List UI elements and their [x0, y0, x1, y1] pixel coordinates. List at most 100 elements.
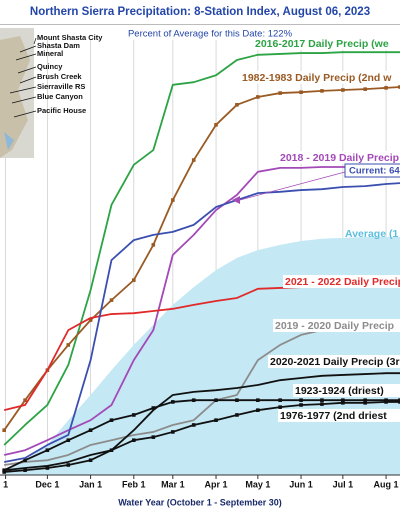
- label-bg: [273, 319, 400, 332]
- marker: [278, 91, 282, 95]
- marker: [398, 85, 400, 89]
- marker: [320, 398, 324, 402]
- marker: [109, 298, 114, 302]
- marker: [320, 402, 324, 406]
- marker: [171, 400, 175, 404]
- station-pointer: [33, 37, 37, 45]
- x-tick-label: Feb 1: [122, 479, 146, 489]
- marker: [256, 408, 260, 412]
- line: [3, 399, 400, 472]
- annotation-leader: [239, 171, 346, 201]
- divider: [0, 24, 400, 25]
- station-label: Quincy: [37, 62, 63, 71]
- marker: [151, 243, 156, 247]
- station-label: Blue Canyon: [37, 92, 83, 101]
- marker: [109, 418, 114, 422]
- marker: [45, 466, 50, 470]
- legend-label: 2016-2017 Daily Precip (we: [255, 38, 389, 50]
- marker: [66, 343, 71, 347]
- marker: [256, 398, 260, 402]
- line: [4, 401, 400, 473]
- plot: Average (1 2016-2017 Daily Precip (we 1982…: [2, 37, 400, 475]
- x-tick-label: Dec 1: [35, 479, 59, 489]
- chart-title: Northern Sierra Precipitation: 8-Station…: [30, 6, 370, 18]
- station-label: Mount Shasta City: [37, 33, 103, 42]
- marker: [131, 413, 136, 417]
- legend-label: Average (1: [345, 228, 398, 240]
- marker: [363, 398, 367, 402]
- marker: [171, 198, 175, 202]
- legend-label: 2021 - 2022 Daily Precip: [285, 276, 400, 288]
- line: [4, 182, 400, 463]
- label-bg: [278, 151, 400, 164]
- marker: [256, 95, 260, 99]
- x-tick-label: Mar 1: [161, 479, 185, 489]
- marker: [341, 88, 345, 92]
- line: [3, 86, 400, 431]
- x-tick-label: Aug 1: [374, 479, 399, 489]
- x-tick-label: Apr 1: [205, 479, 228, 489]
- marker: [2, 428, 6, 432]
- marker: [23, 458, 27, 463]
- marker: [384, 86, 388, 90]
- marker: [45, 448, 50, 453]
- station-pointer: [15, 53, 37, 61]
- marker: [214, 398, 218, 402]
- station-pointer: [9, 86, 37, 94]
- station-label: Shasta Dam: [37, 41, 80, 50]
- x-tick-label: May 1: [245, 479, 270, 489]
- marker: [151, 435, 156, 439]
- marker: [214, 123, 218, 127]
- label-bg: [253, 37, 400, 50]
- line: [3, 51, 400, 446]
- legend-label: 2019 - 2020 Daily Precip: [275, 320, 394, 332]
- marker: [299, 398, 303, 402]
- x-tick-label: Jul 1: [333, 479, 354, 489]
- legend-label: 1976-1977 (2nd driest: [280, 410, 387, 422]
- station-label: Brush Creek: [37, 72, 82, 81]
- marker: [278, 398, 282, 402]
- marker: [191, 158, 196, 162]
- label-bg: [283, 275, 400, 288]
- label-bg: [278, 409, 400, 422]
- annotation-box: [344, 163, 400, 178]
- marker: [88, 428, 93, 432]
- x-tick-label: Jun 1: [289, 479, 313, 489]
- marker: [235, 103, 239, 107]
- marker: [191, 398, 196, 402]
- marker: [109, 448, 114, 453]
- marker: [341, 398, 345, 402]
- marker: [131, 278, 136, 282]
- marker: [299, 90, 303, 94]
- marker: [235, 413, 239, 417]
- marker: [398, 400, 400, 404]
- station-label: Pacific House: [37, 106, 86, 115]
- x-axis-title: Water Year (October 1 - September 30): [118, 497, 282, 507]
- marker: [191, 423, 196, 427]
- marker: [171, 430, 175, 434]
- legend-label: 1982-1983 Daily Precip (2nd w: [242, 72, 392, 84]
- annotation: Current: 64: [349, 166, 400, 177]
- station-pointer: [19, 76, 37, 84]
- marker: [23, 398, 27, 402]
- marker: [131, 438, 136, 442]
- annotation-arrow: [232, 196, 240, 204]
- station-pointer: [17, 66, 37, 74]
- marker: [88, 318, 93, 322]
- marker: [278, 405, 282, 409]
- label-bg: [240, 71, 400, 84]
- marker: [66, 463, 71, 467]
- station-pointer: [19, 45, 37, 53]
- station-pointer: [13, 110, 37, 118]
- label-bg: [268, 355, 400, 368]
- marker: [214, 418, 218, 422]
- marker: [66, 438, 71, 442]
- marker: [299, 403, 303, 407]
- marker: [341, 400, 345, 405]
- marker: [2, 470, 6, 474]
- line: [3, 165, 400, 456]
- station-label: Mineral: [37, 49, 63, 58]
- marker: [235, 398, 239, 402]
